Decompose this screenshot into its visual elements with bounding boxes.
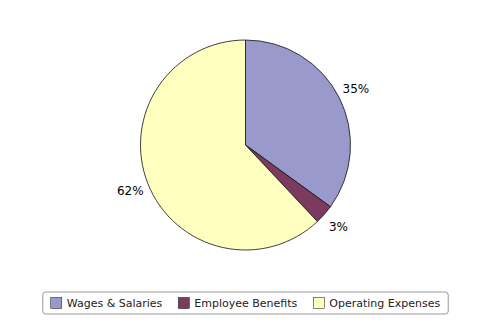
- legend-swatch: [313, 298, 324, 309]
- data-label: 62%: [117, 184, 144, 198]
- legend-swatch: [178, 298, 189, 309]
- legend-frame: [43, 292, 448, 314]
- data-label: 35%: [343, 82, 370, 96]
- data-label: 3%: [329, 220, 348, 234]
- data-labels: 35% 3% 62%: [117, 82, 369, 234]
- pie-slice: [140, 40, 317, 250]
- legend-label: Operating Expenses: [329, 297, 440, 310]
- legend-label: Employee Benefits: [194, 297, 297, 310]
- legend: Wages & Salaries Employee Benefits Operati…: [43, 292, 448, 314]
- legend-swatch: [51, 298, 62, 309]
- slices: [140, 40, 350, 250]
- chart: 35% 3% 62% Wages & Salaries Employee Benefit…: [0, 0, 491, 333]
- legend-label: Wages & Salaries: [67, 297, 163, 310]
